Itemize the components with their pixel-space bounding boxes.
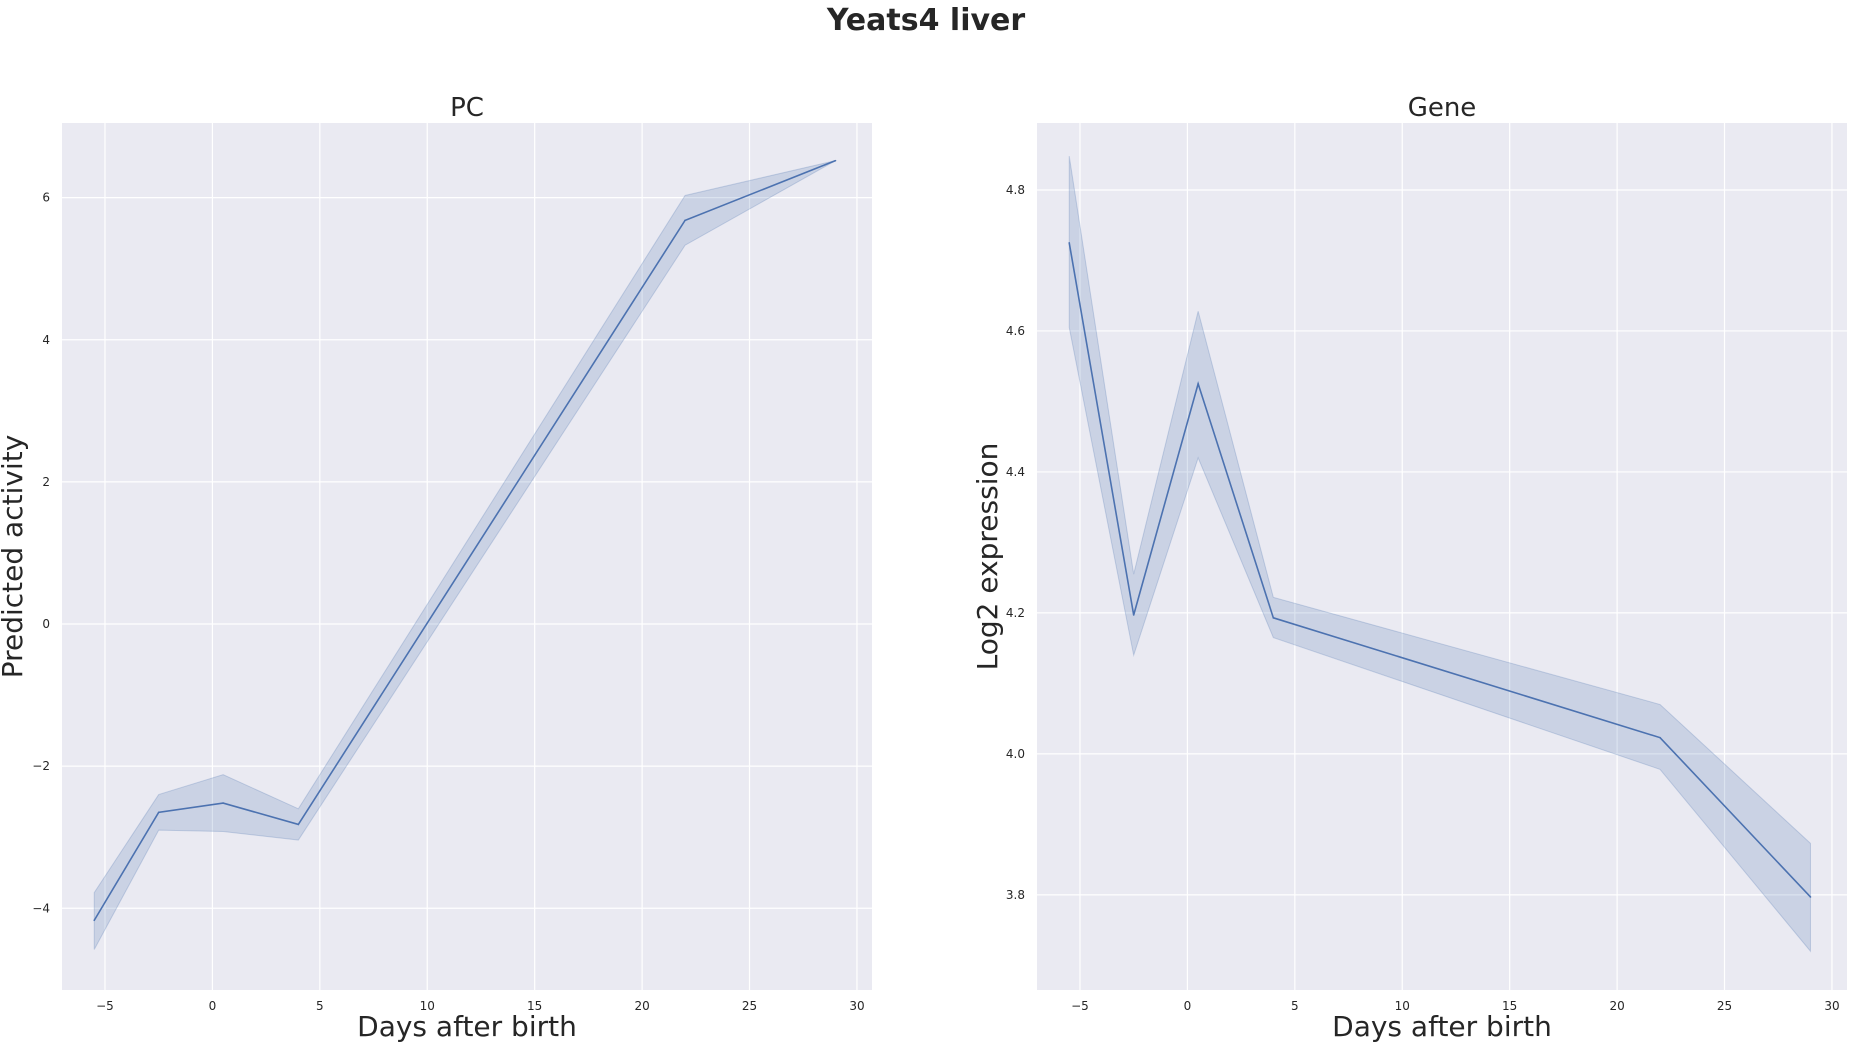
gene-y-tick-label: 4.8 (1006, 183, 1025, 197)
gene-y-axis-label: Log2 expression (971, 443, 1004, 671)
gene-y-tick-label: 4.4 (1006, 465, 1025, 479)
pc-y-axis-label: Predicted activity (0, 435, 29, 679)
gene-data-point (1659, 736, 1661, 739)
pc-confidence-band (93, 160, 836, 950)
pc-x-tick-label: 20 (634, 999, 649, 1013)
pc-panel: −5 0 5 10 15 20 25 30 −4 −2 0 2 4 6 PC Days after bir… (0, 93, 872, 1043)
pc-x-tick-label: 30 (849, 999, 864, 1013)
gene-panel: −5 0 5 10 15 20 25 30 3.8 4.0 4.2 4.4 4.6 4.8 Gene Da… (971, 93, 1847, 1043)
pc-x-tick-label: −5 (96, 999, 114, 1013)
gene-plot-area (1037, 123, 1847, 990)
pc-y-tick-label: 0 (42, 617, 50, 631)
pc-data-point (684, 219, 686, 222)
gene-y-tick-label: 3.8 (1006, 888, 1025, 902)
gene-data-point (1272, 617, 1275, 619)
gene-data-point (1132, 614, 1135, 616)
gene-x-tick-label: 5 (1291, 999, 1299, 1013)
gene-data-point (1068, 242, 1071, 244)
gene-grid (1037, 123, 1847, 990)
gene-series-line (1068, 242, 1812, 898)
pc-data-point (834, 159, 837, 162)
gene-data (1068, 156, 1812, 953)
gene-x-axis-label: Days after birth (1332, 1010, 1552, 1043)
pc-data-point (157, 811, 160, 814)
gene-data-point (1197, 383, 1199, 385)
pc-grid (62, 123, 872, 990)
pc-y-tick-label: 6 (42, 191, 50, 205)
gene-x-tick-label: 30 (1824, 999, 1839, 1013)
gene-x-tick-label: 0 (1184, 999, 1192, 1013)
pc-ticks: −5 0 5 10 15 20 25 30 −4 −2 0 2 4 6 (32, 191, 864, 1013)
pc-x-tick-label: 0 (209, 999, 217, 1013)
pc-x-tick-label: 25 (742, 999, 757, 1013)
gene-y-tick-label: 4.0 (1006, 747, 1025, 761)
gene-x-tick-label: −5 (1071, 999, 1089, 1013)
gene-confidence-band (1068, 156, 1811, 953)
gene-y-tick-label: 4.2 (1006, 606, 1025, 620)
pc-x-axis-label: Days after birth (357, 1010, 577, 1043)
gene-y-tick-label: 4.6 (1006, 324, 1025, 338)
pc-data-point (222, 802, 224, 804)
pc-y-tick-label: −2 (32, 759, 50, 773)
figure-title: Yeats4 liver (826, 3, 1026, 38)
pc-y-tick-label: 4 (42, 333, 50, 347)
pc-data-point (93, 919, 96, 922)
gene-x-tick-label: 15 (1502, 999, 1517, 1013)
gene-x-tick-label: 10 (1395, 999, 1410, 1013)
pc-y-tick-label: 2 (42, 475, 50, 489)
pc-data (93, 159, 837, 950)
pc-y-tick-label: −4 (32, 901, 50, 915)
gene-data-point (1809, 896, 1812, 898)
pc-data-point (297, 823, 300, 826)
pc-series-line (93, 159, 836, 921)
pc-x-tick-label: 5 (316, 999, 324, 1013)
gene-x-tick-label: 25 (1717, 999, 1732, 1013)
gene-panel-title: Gene (1408, 93, 1477, 123)
gene-ticks: −5 0 5 10 15 20 25 30 3.8 4.0 4.2 4.4 4.6 4.8 (1006, 183, 1840, 1013)
pc-plot-area (62, 123, 872, 990)
pc-x-tick-label: 10 (420, 999, 435, 1013)
gene-x-tick-label: 20 (1609, 999, 1624, 1013)
pc-x-tick-label: 15 (527, 999, 542, 1013)
pc-panel-title: PC (450, 93, 484, 123)
